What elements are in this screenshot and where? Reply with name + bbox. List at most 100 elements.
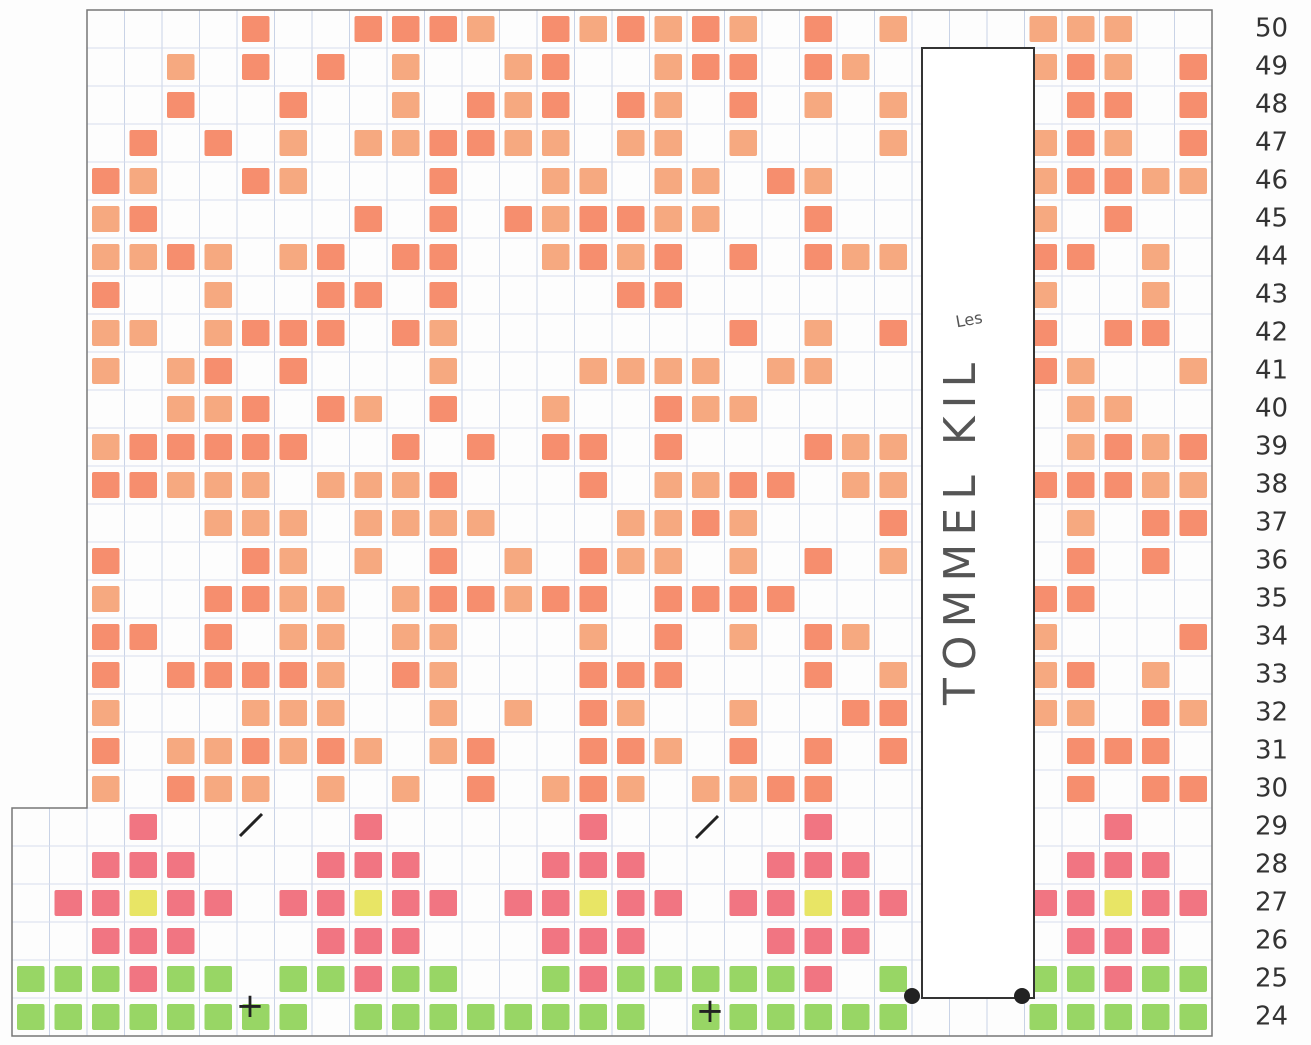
stitch: [1104, 814, 1132, 840]
stitch: [767, 966, 795, 992]
stitch: [1104, 320, 1132, 346]
stitch: [579, 434, 607, 460]
stitch: [579, 168, 607, 194]
stitch: [129, 624, 157, 650]
stitch: [804, 624, 832, 650]
stitch: [167, 1004, 195, 1030]
stitch: [579, 738, 607, 764]
stitch: [579, 700, 607, 726]
stitch: [129, 168, 157, 194]
stitch: [392, 890, 420, 916]
stitch: [1179, 776, 1207, 802]
stitch: [1104, 434, 1132, 460]
stitch: [804, 738, 832, 764]
stitch: [654, 92, 682, 118]
row-number: 37: [1255, 508, 1288, 538]
stitch: [879, 662, 907, 688]
stitch: [279, 738, 307, 764]
stitch: [92, 244, 120, 270]
row-number: 30: [1255, 774, 1288, 804]
stitch: [1029, 662, 1057, 688]
stitch: [1142, 472, 1170, 498]
stitch: [392, 852, 420, 878]
stitch: [92, 776, 120, 802]
stitch: [467, 16, 495, 42]
stitch: [392, 510, 420, 536]
stitch: [1067, 16, 1095, 42]
row-number: 49: [1255, 52, 1288, 82]
stitch: [617, 206, 645, 232]
stitch: [879, 1004, 907, 1030]
stitch: [617, 92, 645, 118]
stitch: [467, 434, 495, 460]
stitch: [279, 662, 307, 688]
stitch: [1142, 510, 1170, 536]
stitch: [467, 92, 495, 118]
stitch: [1067, 472, 1095, 498]
stitch: [542, 890, 570, 916]
stitch: [692, 776, 720, 802]
stitch: [654, 130, 682, 156]
stitch: [429, 472, 457, 498]
stitch: [504, 700, 532, 726]
stitch: [692, 966, 720, 992]
stitch: [204, 358, 232, 384]
stitch: [579, 1004, 607, 1030]
stitch: [617, 358, 645, 384]
stitch: [654, 244, 682, 270]
stitch: [692, 168, 720, 194]
stitch: [842, 1004, 870, 1030]
stitch: [654, 890, 682, 916]
stitch: [467, 776, 495, 802]
stitch: [504, 54, 532, 80]
stitch: [542, 852, 570, 878]
stitch: [204, 738, 232, 764]
stitch: [842, 700, 870, 726]
stitch: [542, 92, 570, 118]
stitch: [317, 396, 345, 422]
stitch: [392, 54, 420, 80]
stitch: [1142, 928, 1170, 954]
stitch: [204, 282, 232, 308]
stitch: [579, 966, 607, 992]
stitch: [1179, 1004, 1207, 1030]
stitch: [1067, 396, 1095, 422]
stitch: [392, 776, 420, 802]
stitch: [692, 472, 720, 498]
stitch: [429, 282, 457, 308]
stitch: [1104, 168, 1132, 194]
stitch: [1179, 434, 1207, 460]
stitch: [1067, 92, 1095, 118]
stitch: [1142, 434, 1170, 460]
stitch: [1029, 16, 1057, 42]
stitch: [729, 700, 757, 726]
row-number: 35: [1255, 584, 1288, 614]
plus-mark: +: [696, 991, 725, 1031]
stitch: [617, 1004, 645, 1030]
row-number: 40: [1255, 394, 1288, 424]
stitch: [429, 206, 457, 232]
stitch: [392, 1004, 420, 1030]
stitch: [392, 662, 420, 688]
stitch: [279, 586, 307, 612]
stitch: [654, 358, 682, 384]
stitch: [1067, 852, 1095, 878]
row-numbers: 50 49 48 47 46 45 44 43 42 41 40 39 38 37 36 35 34 33 32 31…: [1255, 14, 1288, 1032]
stitch: [354, 396, 382, 422]
stitch: [242, 510, 270, 536]
stitch: [654, 548, 682, 574]
stitch: [617, 16, 645, 42]
thumb-gusset: [921, 47, 1035, 999]
stitch: [429, 1004, 457, 1030]
stitch: [617, 282, 645, 308]
row-number: 29: [1255, 812, 1288, 842]
stitch: [1142, 548, 1170, 574]
stitch: [354, 738, 382, 764]
stitch: [1104, 928, 1132, 954]
stitch: [92, 738, 120, 764]
stitch: [279, 244, 307, 270]
stitch: [579, 358, 607, 384]
stitch: [617, 244, 645, 270]
stitch: [204, 1004, 232, 1030]
